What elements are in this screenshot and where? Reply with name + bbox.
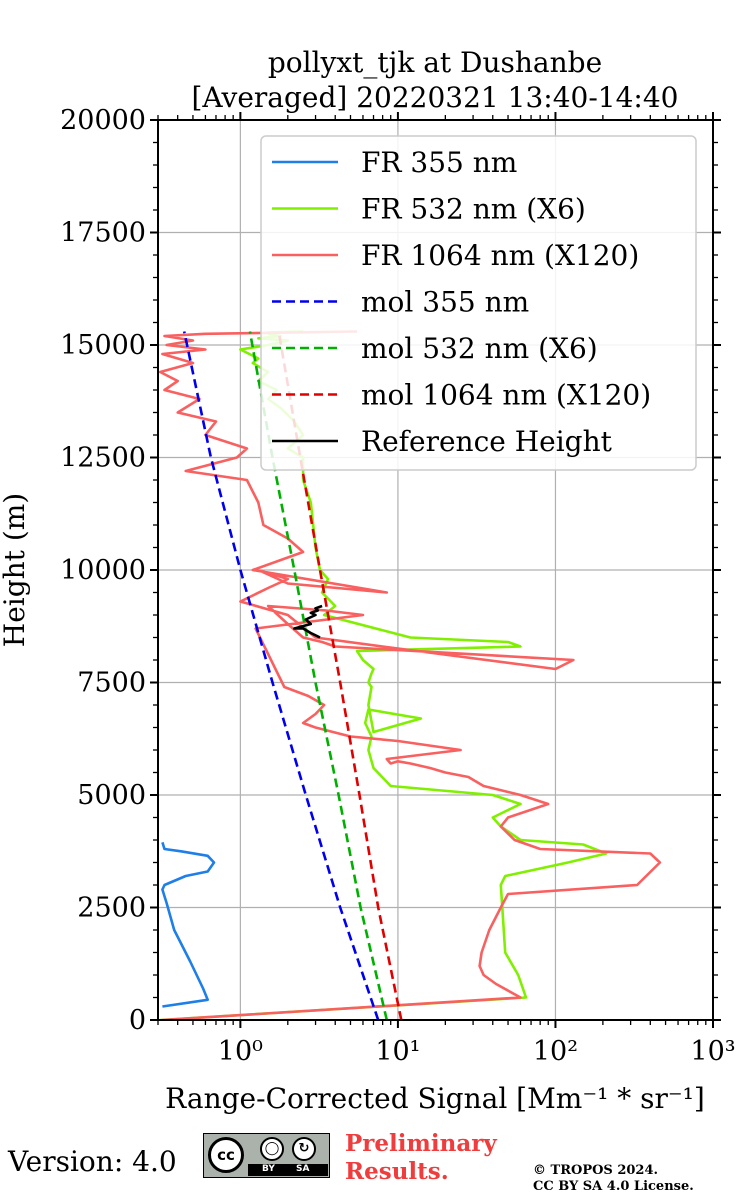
- preliminary-line-2: Results.: [345, 1158, 449, 1185]
- legend: FR 355 nm FR 532 nm (X6) FR 1064 nm (X120)…: [260, 135, 697, 471]
- y-tick-label: 20000: [60, 105, 146, 136]
- legend-label-5: mol 1064 nm (X120): [361, 379, 651, 412]
- copyright-line-2: CC BY SA 4.0 License.: [533, 1179, 694, 1194]
- x-tick-label: 10¹: [375, 1036, 420, 1067]
- legend-label-0: FR 355 nm: [361, 146, 517, 179]
- y-tick-label: 10000: [60, 555, 146, 586]
- preliminary-line-1: Preliminary: [345, 1130, 497, 1157]
- y-tick-label: 15000: [60, 330, 146, 361]
- y-tick-label: 2500: [77, 893, 146, 924]
- tick-labels: 0 2500 5000 7500 10000 12500 15000 17500 20000 10…: [60, 105, 736, 1067]
- series-line-6: [292, 604, 323, 639]
- series-line-2: [158, 330, 662, 1020]
- cc-icon: cc: [208, 1137, 244, 1173]
- legend-label-1: FR 532 nm (X6): [361, 193, 586, 226]
- series-line-0: [161, 841, 216, 1008]
- copyright-line-1: © TROPOS 2024.: [533, 1163, 659, 1178]
- legend-label-4: mol 532 nm (X6): [361, 332, 598, 365]
- x-tick-label: 10²: [533, 1036, 578, 1067]
- x-axis-label: Range-Corrected Signal [Mm⁻¹ * sr⁻¹]: [165, 1082, 705, 1115]
- legend-label-6: Reference Height: [361, 425, 613, 458]
- chart-subtitle: [Averaged] 20220321 13:40-14:40: [192, 81, 679, 114]
- y-tick-label: 0: [129, 1005, 146, 1036]
- y-tick-label: 17500: [60, 218, 146, 249]
- share-alike-icon: ↻: [292, 1137, 316, 1161]
- y-axis-label: Height (m): [0, 493, 31, 647]
- version-label: Version: 4.0: [8, 1145, 177, 1178]
- y-tick-label: 5000: [77, 780, 146, 811]
- chart-title: pollyxt_tjk at Dushanbe: [268, 46, 602, 79]
- series-line-5: [277, 331, 403, 1020]
- legend-label-3: mol 355 nm: [361, 286, 529, 319]
- chart: pollyxt_tjk at Dushanbe [Averaged] 20220…: [0, 46, 736, 1115]
- copyright-notice: © TROPOS 2024. CC BY SA 4.0 License.: [533, 1163, 694, 1195]
- axes: [150, 112, 721, 1028]
- preliminary-notice: Preliminary Results.: [345, 1130, 497, 1186]
- legend-box: [260, 135, 697, 471]
- legend-label-2: FR 1064 nm (X120): [361, 239, 639, 272]
- cc-strip: BY SA: [248, 1164, 328, 1176]
- cc-license-badge: cc ◯ ↻ BY SA: [203, 1133, 330, 1178]
- cc-by-text: BY: [262, 1164, 275, 1174]
- y-tick-label: 7500: [77, 668, 146, 699]
- attribution-icon: ◯: [260, 1137, 284, 1161]
- series-line-3: [182, 331, 380, 1020]
- cc-sa-text: SA: [296, 1164, 310, 1174]
- y-tick-label: 12500: [60, 443, 146, 474]
- x-tick-label: 10⁰: [218, 1036, 263, 1067]
- x-tick-label: 10³: [690, 1036, 735, 1067]
